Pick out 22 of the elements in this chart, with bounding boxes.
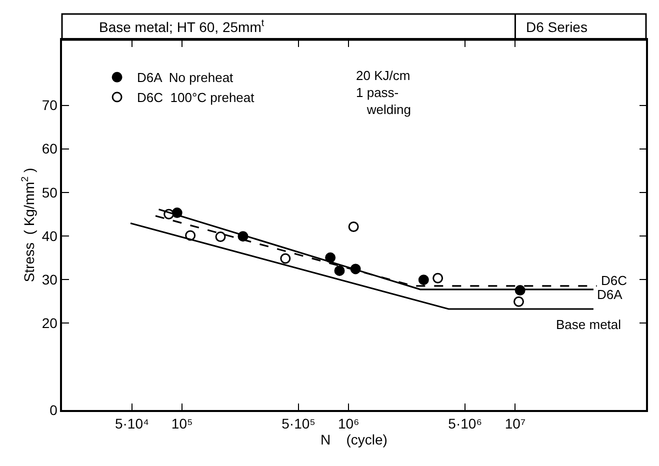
legend-label: D6C 100°C preheat <box>137 90 255 106</box>
y-tick-label: 60 <box>42 140 58 157</box>
x-tick-label: 5·10⁵ <box>282 416 316 432</box>
y-tick-label: 70 <box>42 97 58 114</box>
x-tick-label: 5·10⁶ <box>448 416 482 432</box>
y-tick-label: 0 <box>50 402 58 418</box>
annotation: 20 KJ/cm 1 pass- welding <box>356 68 411 117</box>
y-tick-label: 40 <box>42 228 58 244</box>
x-tick-label: 10⁵ <box>171 416 193 432</box>
y-tick-label: 50 <box>42 184 58 200</box>
legend-label: D6A No preheat <box>137 70 234 86</box>
x-tick-label: 10⁷ <box>504 416 526 432</box>
x-tick-label: 5·10⁴ <box>114 416 150 432</box>
series-label: D6A <box>597 287 623 302</box>
y-tick-label: 20 <box>42 314 58 331</box>
series-label: D6C <box>601 273 628 288</box>
chart-title: Base metal; HT 60, 25mm$^{t}$ <box>99 18 264 35</box>
y-tick-label: 30 <box>42 271 58 288</box>
chart-subtitle: D6 Series <box>526 19 588 35</box>
series-label: Base metal <box>556 317 622 332</box>
x-tick-label: 10⁶ <box>338 416 360 432</box>
x-axis-title: N (cycle) <box>320 432 388 448</box>
